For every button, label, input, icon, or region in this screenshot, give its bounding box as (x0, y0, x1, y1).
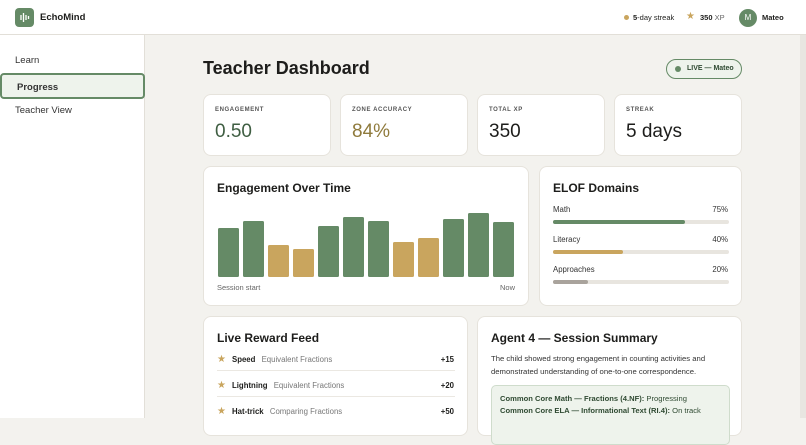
stat-card: STREAK 5 days (614, 94, 742, 156)
bar (243, 221, 264, 277)
reward-points: +15 (440, 355, 454, 364)
reward-topic: Equivalent Fractions (261, 355, 333, 364)
scrollbar (800, 35, 806, 418)
progress-bar (553, 280, 589, 284)
standard: Common Core Math — Fractions (4.NF): Pro… (500, 394, 687, 403)
domain-value: 40% (712, 235, 728, 244)
streak-dot (624, 15, 629, 20)
brand: EchoMind (40, 12, 86, 23)
bar (318, 226, 339, 277)
standard-status: Progressing (646, 394, 687, 403)
stat-label: STREAK (626, 107, 655, 113)
stat-value: 84% (352, 121, 391, 142)
start-label: Session start (217, 283, 261, 292)
bar-chart (218, 213, 514, 277)
sidebar: Learn Progress Teacher View (0, 35, 145, 418)
bar (268, 245, 289, 277)
xp-star: ★ (686, 11, 695, 22)
reward-name: Lightning (232, 381, 268, 390)
top-bar: EchoMind 5-day streak ★ 350 XP M Mateo (0, 0, 806, 35)
reward-points: +50 (440, 407, 454, 416)
xp-value: 350 (700, 13, 713, 22)
nav-item[interactable]: Teacher View (15, 105, 72, 116)
engagement-card: Engagement Over Time Session start Now (203, 166, 529, 306)
domain-name: Approaches (553, 265, 595, 274)
reward-card: Live Reward Feed ★ Speed Equivalent Fract… (203, 316, 468, 436)
stat-card: ZONE ACCURACY 84% (340, 94, 468, 156)
bar (493, 222, 514, 277)
bar (368, 221, 389, 277)
nav-item[interactable]: Learn (15, 55, 40, 66)
bar (393, 242, 414, 277)
streak: 5-day streak (633, 13, 674, 22)
reward-star: ★ (217, 354, 226, 365)
divider (217, 370, 455, 371)
reward-row: Hat-trick Comparing Fractions (232, 407, 342, 416)
standard-label: Common Core Math — Fractions (4.NF): (500, 394, 645, 403)
progress-track (553, 280, 729, 284)
progress-bar (553, 220, 685, 224)
standards-box: Common Core Math — Fractions (4.NF): Pro… (491, 385, 730, 445)
streak-count: 5 (633, 13, 638, 22)
stat-label: ZONE ACCURACY (352, 107, 413, 113)
reward-points: +20 (440, 381, 454, 390)
domain-name: Literacy (553, 235, 581, 244)
live-badge: LIVE — Mateo (666, 59, 742, 79)
reward-row: Lightning Equivalent Fractions (232, 381, 344, 390)
reward-name: Hat-trick (232, 407, 264, 416)
card-title: Engagement Over Time (217, 181, 351, 195)
reward-topic: Comparing Fractions (269, 407, 343, 416)
bar (418, 238, 439, 277)
avatar[interactable]: M (739, 9, 757, 27)
streak-text: -day streak (637, 13, 675, 22)
standard: Common Core ELA — Informational Text (RI… (500, 406, 701, 415)
page-title: Teacher Dashboard (203, 58, 370, 78)
card-title: Agent 4 — Session Summary (491, 331, 658, 345)
stat-value: 350 (489, 121, 521, 142)
progress-bar (553, 250, 624, 254)
bar (293, 249, 314, 277)
stat-card: TOTAL XP 350 (477, 94, 605, 156)
nav-item[interactable]: Progress (0, 73, 145, 99)
progress-track (553, 220, 729, 224)
domain-value: 20% (712, 265, 728, 274)
bar (443, 219, 464, 277)
user-name: Mateo (762, 13, 784, 22)
live-dot (675, 66, 681, 72)
domain-name: Math (553, 205, 571, 214)
reward-row: Speed Equivalent Fractions (232, 355, 332, 364)
stat-label: TOTAL XP (489, 107, 523, 113)
domain-value: 75% (712, 205, 728, 214)
stat-value: 5 days (626, 121, 682, 142)
reward-star: ★ (217, 380, 226, 391)
progress-track (553, 250, 729, 254)
logo-icon (20, 13, 30, 22)
reward-topic: Equivalent Fractions (273, 381, 345, 390)
spacer (255, 355, 257, 364)
stat-card: ENGAGEMENT 0.50 (203, 94, 331, 156)
logo (15, 8, 34, 27)
divider (217, 396, 455, 397)
summary-card: Agent 4 — Session Summary The child show… (477, 316, 742, 445)
bar (343, 217, 364, 277)
spacer (264, 407, 266, 416)
live-text: LIVE — Mateo (687, 65, 734, 72)
reward-star: ★ (217, 406, 226, 417)
standard-status: On track (672, 406, 701, 415)
stat-value: 0.50 (215, 121, 252, 142)
stat-label: ENGAGEMENT (215, 107, 265, 113)
summary-text: The child showed strong engagement in co… (491, 354, 706, 376)
xp: 350 XP (700, 13, 725, 22)
standard-label: Common Core ELA — Informational Text (RI… (500, 406, 671, 415)
xp-unit: XP (714, 13, 725, 22)
bar (468, 213, 489, 277)
card-title: Live Reward Feed (217, 331, 320, 345)
end-label: Now (499, 283, 515, 292)
reward-name: Speed (232, 355, 256, 364)
elof-card: ELOF Domains Math 75% Literacy 40% Approache… (539, 166, 742, 306)
card-title: ELOF Domains (553, 181, 640, 195)
spacer (268, 381, 270, 390)
bar (218, 228, 239, 277)
